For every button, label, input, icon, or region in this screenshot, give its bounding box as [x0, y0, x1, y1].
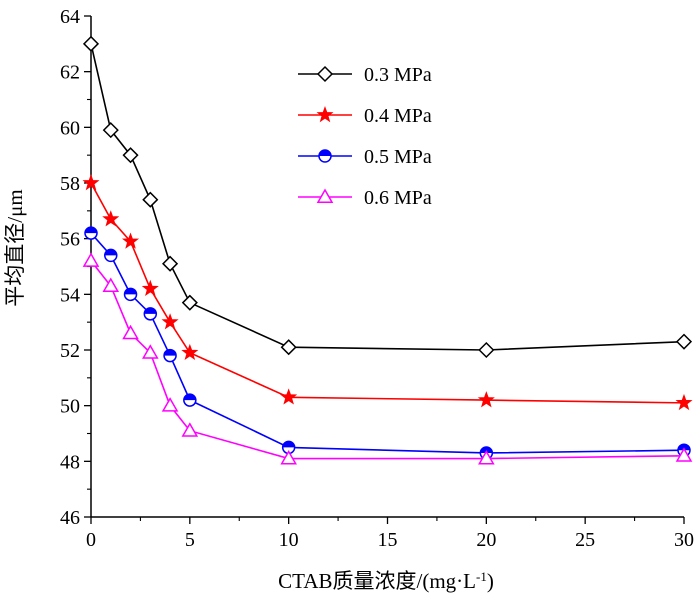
series-line [90, 182, 685, 404]
legend-label: 0.3 MPa [364, 64, 432, 86]
data-point [281, 440, 296, 455]
legend-marker [316, 106, 334, 123]
y-tick-label: 60 [60, 117, 80, 139]
legend-entry-1: 0.4 MPa [298, 105, 432, 127]
data-point [675, 333, 693, 350]
data-point [104, 248, 118, 263]
x-tick-label: 15 [378, 529, 398, 551]
data-point [161, 313, 179, 330]
data-point [181, 422, 199, 437]
data-point [478, 341, 495, 359]
data-point [82, 35, 100, 52]
x-tick-label: 0 [86, 529, 96, 551]
data-point [181, 343, 199, 361]
y-tick-label: 58 [60, 173, 80, 195]
data-point [280, 339, 297, 356]
x-axis-label-main: CTAB质量浓度/(mg·L [278, 569, 476, 593]
data-point [141, 279, 159, 297]
y-axis-label: 平均直径/μm [3, 189, 27, 306]
legend-marker [318, 149, 332, 163]
x-tick-label: 25 [575, 529, 595, 551]
tick-labels: 46 48 50 52 54 56 58 60 62 64 0 5 10 15 20 25 30 [60, 6, 694, 551]
data-point [123, 287, 138, 302]
data-point [122, 147, 139, 164]
data-point [122, 324, 139, 340]
y-tick-label: 48 [60, 451, 80, 473]
data-point [675, 447, 693, 462]
legend-entry-2: 0.5 MPa [298, 146, 432, 168]
series-1 [82, 174, 693, 411]
data-point [183, 393, 197, 407]
data-point [181, 294, 198, 311]
x-axis-label-end: ) [487, 569, 494, 593]
data-point [142, 191, 159, 208]
series-line [90, 260, 685, 460]
data-point [102, 122, 119, 139]
x-axis-label-superscript: -1 [476, 569, 487, 584]
series-3 [82, 252, 693, 465]
y-tick-label: 52 [60, 340, 80, 362]
x-axis-label: CTAB质量浓度/(mg·L-1) [278, 569, 494, 594]
y-tick-label: 56 [60, 229, 80, 251]
legend-entry-0: 0.3 MPa [298, 64, 432, 86]
series-0 [82, 35, 693, 359]
data-point [142, 344, 159, 359]
y-tick-label: 64 [60, 6, 80, 28]
y-tick-label: 62 [60, 62, 80, 84]
legend-label: 0.5 MPa [364, 146, 432, 168]
data-point [143, 307, 158, 321]
legend-marker [316, 65, 334, 83]
data-point [102, 210, 120, 227]
x-tick-label: 10 [279, 529, 299, 551]
x-tick-label: 20 [476, 529, 496, 551]
x-tick-label: 30 [674, 529, 694, 551]
data-point [84, 226, 98, 240]
data-point [280, 450, 297, 465]
legend-entry-3: 0.6 MPa [298, 187, 432, 209]
x-tick-label: 5 [185, 529, 195, 551]
series-lines [82, 35, 693, 465]
y-tick-label: 50 [60, 396, 80, 418]
data-point [478, 450, 495, 465]
legend-marker [316, 188, 334, 203]
legend-label: 0.4 MPa [364, 105, 432, 127]
data-point [161, 397, 179, 412]
data-point [102, 277, 120, 292]
data-point [122, 232, 140, 249]
data-point [280, 388, 298, 405]
legend: 0.3 MPa 0.4 MPa 0.5 MPa 0.6 MPa [298, 64, 432, 209]
data-point [477, 391, 495, 408]
data-point [675, 393, 693, 411]
legend-label: 0.6 MPa [364, 187, 432, 209]
data-point [162, 255, 179, 272]
data-point [82, 174, 100, 191]
y-tick-label: 54 [60, 284, 80, 306]
data-point [82, 252, 100, 267]
y-tick-label: 46 [60, 507, 80, 529]
data-point [163, 348, 177, 363]
series-line [90, 232, 685, 454]
